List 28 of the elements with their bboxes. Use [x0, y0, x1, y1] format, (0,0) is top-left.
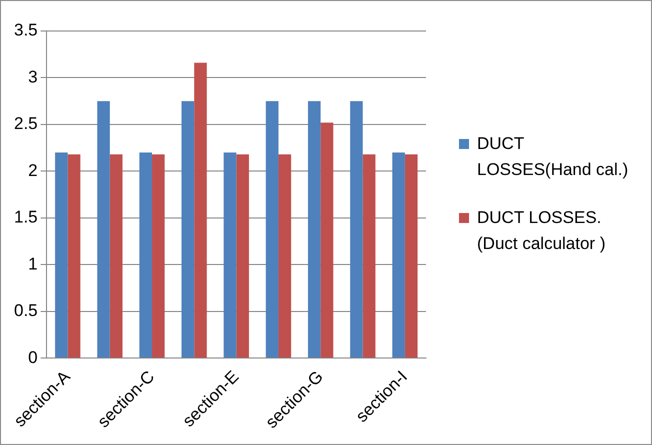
bar: [194, 62, 207, 358]
y-tick-label: 3.5: [14, 20, 38, 40]
y-tick-label: 0.5: [14, 301, 38, 320]
bar: [278, 154, 292, 358]
bar: [392, 152, 405, 358]
y-tick-label: 0: [28, 348, 38, 367]
bar: [362, 154, 376, 358]
bar: [68, 154, 80, 358]
y-tick-label: 2: [28, 160, 38, 180]
legend-label: DUCT LOSSES.(Duct calculator ): [477, 207, 606, 255]
y-tick-label: 1: [28, 254, 38, 274]
bar: [182, 101, 194, 358]
bar: [110, 154, 123, 358]
bar: [152, 154, 165, 358]
bar: [308, 101, 321, 358]
y-tick-label: 1.5: [14, 208, 38, 227]
y-tick-label: 2.5: [14, 114, 38, 134]
bar: [350, 101, 363, 358]
bar: [236, 154, 249, 358]
bar: [266, 101, 278, 358]
bar: [224, 152, 236, 358]
bar: [320, 122, 334, 358]
bar: [97, 101, 110, 358]
bar: [404, 154, 418, 358]
y-tick-label: 3: [28, 67, 38, 86]
bar: [55, 152, 68, 358]
bar: [139, 152, 152, 358]
legend-label: DUCT LOSSES(Hand cal.): [477, 133, 630, 181]
